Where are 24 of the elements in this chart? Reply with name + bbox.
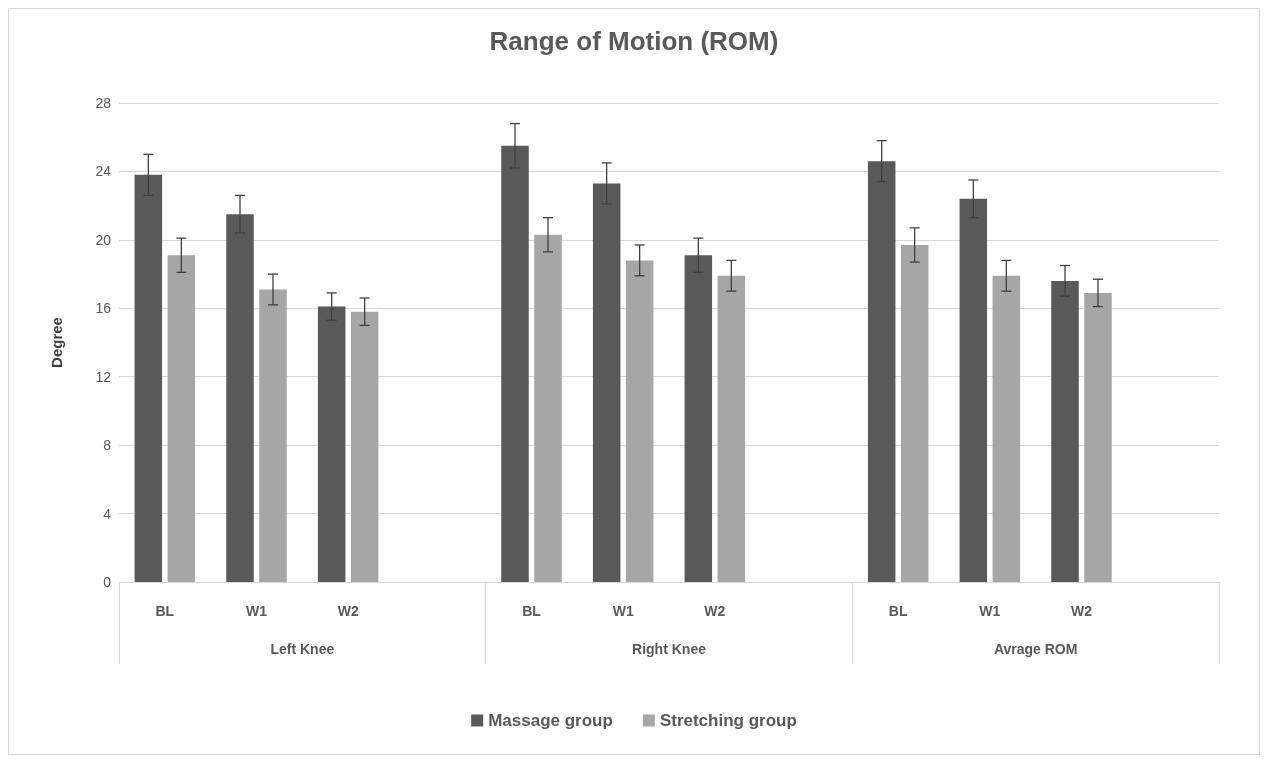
x-tick-label: W1 xyxy=(612,603,634,619)
x-tick-label: BL xyxy=(888,603,908,619)
text: Left Knee xyxy=(270,641,335,657)
y-axis-title: Degree xyxy=(48,317,65,368)
x-tick-label: W1 xyxy=(246,603,268,619)
chart-title: Range of Motion (ROM) xyxy=(489,26,779,56)
y-tick-label: 24 xyxy=(95,163,112,180)
x-tick-label: W2 xyxy=(1071,603,1093,619)
x-tick-label: W2 xyxy=(337,603,359,619)
x-tick-label: W1 xyxy=(979,603,1001,619)
text: Avrage ROM xyxy=(993,641,1078,657)
y-tick-label: 8 xyxy=(103,437,112,454)
y-tick-label: 12 xyxy=(95,368,112,385)
y-tick-label: 16 xyxy=(95,300,112,317)
x-tick-label: W2 xyxy=(704,603,726,619)
x-tick-label: BL xyxy=(155,603,175,619)
y-tick-label: 28 xyxy=(95,95,112,111)
y-tick-label: 4 xyxy=(103,505,112,522)
x-tick-label: BL xyxy=(522,603,542,619)
legend-label: Massage group xyxy=(488,711,613,730)
text: Right Knee xyxy=(632,641,707,657)
y-tick-label: 20 xyxy=(95,231,112,248)
y-tick-label: 0 xyxy=(103,574,112,590)
legend-label: Stretching group xyxy=(659,711,797,730)
